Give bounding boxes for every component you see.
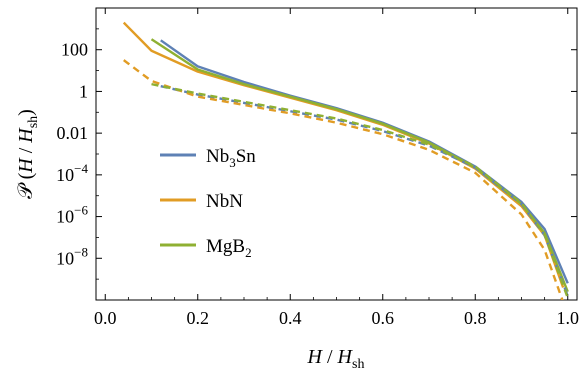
y-tick-label: 10−6 — [56, 203, 88, 227]
x-tick-label: 1.0 — [557, 308, 580, 328]
legend-label-nb3sn: Nb3Sn — [206, 146, 256, 170]
series-group — [122, 21, 569, 300]
y-tick-label: 100 — [61, 40, 88, 60]
x-tick-label: 0.6 — [372, 308, 395, 328]
y-tick-label: 1 — [79, 81, 88, 101]
legend: Nb3Sn NbN MgB2 — [160, 146, 256, 260]
series-line-nbn-dashed — [123, 59, 564, 300]
x-tick-label: 0.0 — [94, 308, 117, 328]
x-tick-label: 0.8 — [464, 308, 487, 328]
y-tick-label: 0.01 — [57, 123, 89, 143]
y-tick-label: 10−4 — [56, 161, 88, 185]
y-tick-label: 10−8 — [56, 244, 88, 268]
y-axis-label: 𝒫 (H / Hsh) — [15, 109, 41, 199]
legend-label-nbn: NbN — [206, 191, 243, 212]
legend-label-mgb2: MgB2 — [206, 236, 252, 260]
x-tick-label: 0.4 — [279, 308, 302, 328]
x-axis-label: H / Hsh — [307, 346, 365, 372]
x-tick-label: 0.2 — [187, 308, 210, 328]
series-line-mgb2-dashed — [151, 82, 569, 299]
axis-ticks: 0.0 0.2 0.4 0.6 0.8 1.0 100 1 0.01 10−4 10−6 10−8 — [56, 8, 579, 328]
